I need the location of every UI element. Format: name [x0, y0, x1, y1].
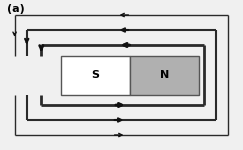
Bar [130, 56, 199, 94]
Text: (a): (a) [7, 4, 25, 15]
Text: N: N [160, 70, 169, 80]
Bar [61, 56, 130, 94]
Text: S: S [91, 70, 99, 80]
